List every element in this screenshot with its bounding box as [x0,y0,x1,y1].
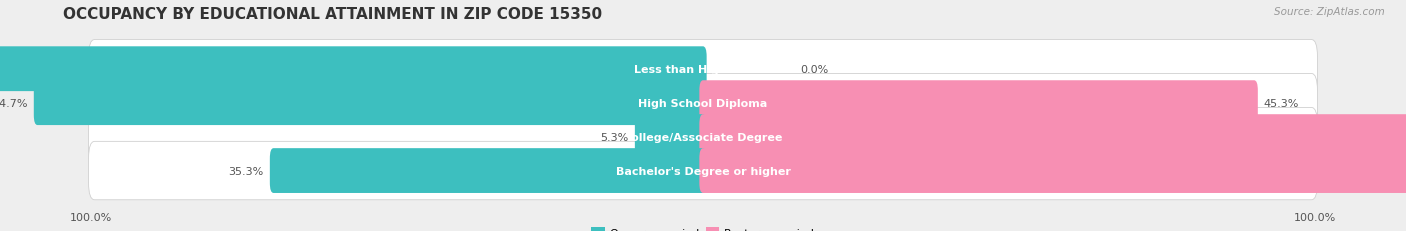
FancyBboxPatch shape [89,142,1317,200]
FancyBboxPatch shape [89,108,1317,166]
Text: 5.3%: 5.3% [600,132,628,142]
Text: 100.0%: 100.0% [70,212,112,222]
Legend: Owner-occupied, Renter-occupied: Owner-occupied, Renter-occupied [586,223,820,231]
Text: 100.0%: 100.0% [1294,212,1336,222]
FancyBboxPatch shape [89,40,1317,98]
FancyBboxPatch shape [699,149,1406,193]
Text: Source: ZipAtlas.com: Source: ZipAtlas.com [1274,7,1385,17]
Text: 0.0%: 0.0% [800,64,828,74]
Text: High School Diploma: High School Diploma [638,98,768,108]
Text: 45.3%: 45.3% [1264,98,1299,108]
FancyBboxPatch shape [34,81,707,125]
Text: 35.3%: 35.3% [229,166,264,176]
FancyBboxPatch shape [0,47,707,92]
Text: Bachelor's Degree or higher: Bachelor's Degree or higher [616,166,790,176]
FancyBboxPatch shape [89,74,1317,132]
Text: 54.7%: 54.7% [0,98,28,108]
FancyBboxPatch shape [699,115,1406,159]
FancyBboxPatch shape [636,115,707,159]
Text: College/Associate Degree: College/Associate Degree [623,132,783,142]
Text: Less than High School: Less than High School [634,64,772,74]
FancyBboxPatch shape [699,81,1258,125]
FancyBboxPatch shape [270,149,707,193]
Text: OCCUPANCY BY EDUCATIONAL ATTAINMENT IN ZIP CODE 15350: OCCUPANCY BY EDUCATIONAL ATTAINMENT IN Z… [63,7,602,22]
